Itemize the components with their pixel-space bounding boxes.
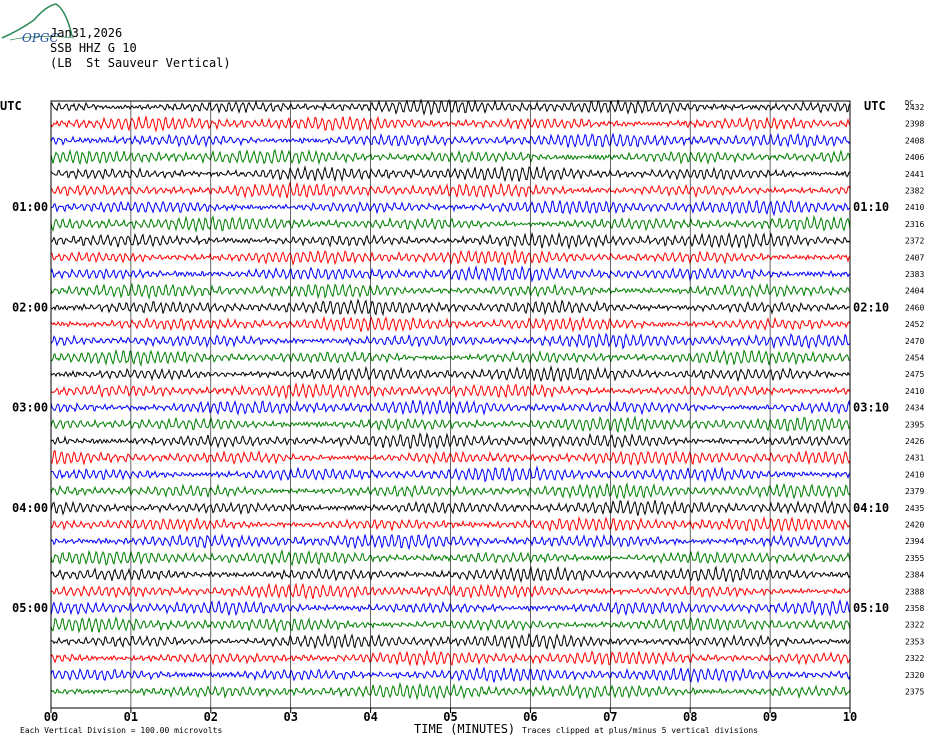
right-time-label: 02:10 — [853, 300, 889, 314]
dc-offset-label: 2353 — [905, 637, 924, 646]
dc-offset-label: 2410 — [905, 387, 924, 396]
x-tick-label: 07 — [603, 710, 617, 724]
dc-offset-label: 2426 — [905, 437, 924, 446]
dc-offset-label: 2379 — [905, 487, 924, 496]
left-time-label: 02:00 — [12, 300, 48, 314]
dc-offset-label: 2410 — [905, 203, 924, 212]
dc-offset-label: 2431 — [905, 454, 924, 463]
scale-footnote: Each Vertical Division = 100.00 microvol… — [20, 726, 222, 735]
dc-offset-label: 2384 — [905, 571, 924, 580]
dc-offset-label: 2395 — [905, 420, 924, 429]
right-time-label: 01:10 — [853, 200, 889, 214]
left-axis-label: UTC — [0, 99, 22, 113]
dc-offset-label: 2434 — [905, 404, 924, 413]
right-axis-label: UTC — [864, 99, 886, 113]
left-time-label: 01:00 — [12, 200, 48, 214]
x-tick-label: 05 — [443, 710, 457, 724]
dc-offset-label: 2355 — [905, 554, 924, 563]
x-tick-label: 06 — [523, 710, 537, 724]
dc-offset-label: 2322 — [905, 621, 924, 630]
x-tick-label: 04 — [363, 710, 377, 724]
dc-offset-label: 2410 — [905, 470, 924, 479]
dc-offset-label: 2408 — [905, 136, 924, 145]
dc-offset-label: 2404 — [905, 287, 924, 296]
dc-offset-label: 2358 — [905, 604, 924, 613]
dc-offset-label: 2432 — [905, 103, 924, 112]
x-axis-title: TIME (MINUTES) — [414, 722, 515, 736]
right-time-label: 04:10 — [853, 501, 889, 515]
clip-footnote: Traces clipped at plus/minus 5 vertical … — [522, 726, 758, 735]
dc-offset-label: 2398 — [905, 120, 924, 129]
dc-offset-label: 2322 — [905, 654, 924, 663]
dc-offset-label: 2382 — [905, 187, 924, 196]
x-tick-label: 01 — [124, 710, 138, 724]
left-time-label: 04:00 — [12, 501, 48, 515]
dc-offset-label: 2320 — [905, 671, 924, 680]
x-tick-label: 00 — [44, 710, 58, 724]
station-code: SSB HHZ G 10 — [50, 41, 137, 55]
dc-offset-label: 2435 — [905, 504, 924, 513]
dc-offset-label: 2388 — [905, 587, 924, 596]
station-location: (LB St Sauveur Vertical) — [50, 56, 231, 70]
opgc-logo: OPGC — [1, 3, 75, 45]
right-time-label: 05:10 — [853, 601, 889, 615]
axis-labels: 00 01 02 03 04 05 06 07 08 09 10 01:00 02:00 03:00 04:… — [12, 103, 924, 724]
dc-offset-label: 2475 — [905, 370, 924, 379]
dc-offset-label: 2383 — [905, 270, 924, 279]
dc-label: DC — [905, 99, 913, 107]
x-tick-label: 09 — [763, 710, 777, 724]
dc-offset-label: 2441 — [905, 170, 924, 179]
x-tick-label: 10 — [843, 710, 857, 724]
dc-offset-label: 2375 — [905, 688, 924, 697]
dc-offset-label: 2454 — [905, 354, 924, 363]
logo-mountain-icon — [1, 3, 73, 39]
x-tick-label: 03 — [283, 710, 297, 724]
plot-grid — [50, 100, 851, 713]
dc-offset-label: 2470 — [905, 337, 924, 346]
dc-offset-label: 2452 — [905, 320, 924, 329]
left-time-label: 05:00 — [12, 601, 48, 615]
x-tick-label: 08 — [683, 710, 697, 724]
dc-offset-label: 2407 — [905, 253, 924, 262]
dc-offset-label: 2420 — [905, 521, 924, 530]
dc-offset-label: 2406 — [905, 153, 924, 162]
dc-offset-label: 2372 — [905, 237, 924, 246]
right-time-label: 03:10 — [853, 401, 889, 415]
logo-text: OPGC — [22, 31, 59, 45]
dc-offset-label: 2316 — [905, 220, 924, 229]
dc-offset-label: 2394 — [905, 537, 924, 546]
dc-offset-label: 2460 — [905, 303, 924, 312]
record-date: Jan31,2026 — [50, 26, 123, 40]
left-time-label: 03:00 — [12, 401, 48, 415]
x-tick-label: 02 — [204, 710, 218, 724]
